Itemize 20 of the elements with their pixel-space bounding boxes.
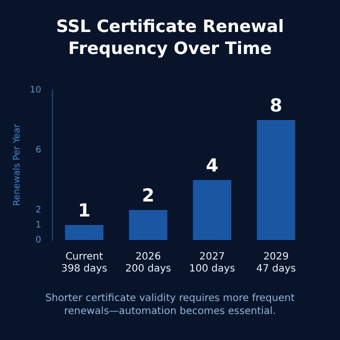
x-tick-label: 2026 200 days [125,252,172,275]
data-label: 1 [78,200,90,222]
bar [192,180,232,240]
y-tick-label: 0 [36,235,42,246]
y-axis-title: Renewals Per Year [12,124,23,206]
y-tick-label: 10 [30,85,42,96]
y-tick-label: 6 [36,145,42,156]
x-tick-label: Current 398 days [61,252,108,275]
y-tick-label: 2 [36,205,42,216]
bar [256,120,296,240]
bar [128,210,168,240]
data-label: 4 [206,156,218,177]
x-tick-label: 2029 47 days [256,252,296,275]
chart-title: SSL Certificate Renewal Frequency Over Time [55,16,285,60]
bar [65,225,104,240]
y-tick-label: 1 [36,220,42,230]
text: Shorter certificate validity requires more frequent renewals—automation becomes essential. [44,292,296,318]
x-tick-label: 2027 100 days [189,252,236,275]
data-label: 8 [270,96,282,117]
data-label: 2 [142,186,154,207]
